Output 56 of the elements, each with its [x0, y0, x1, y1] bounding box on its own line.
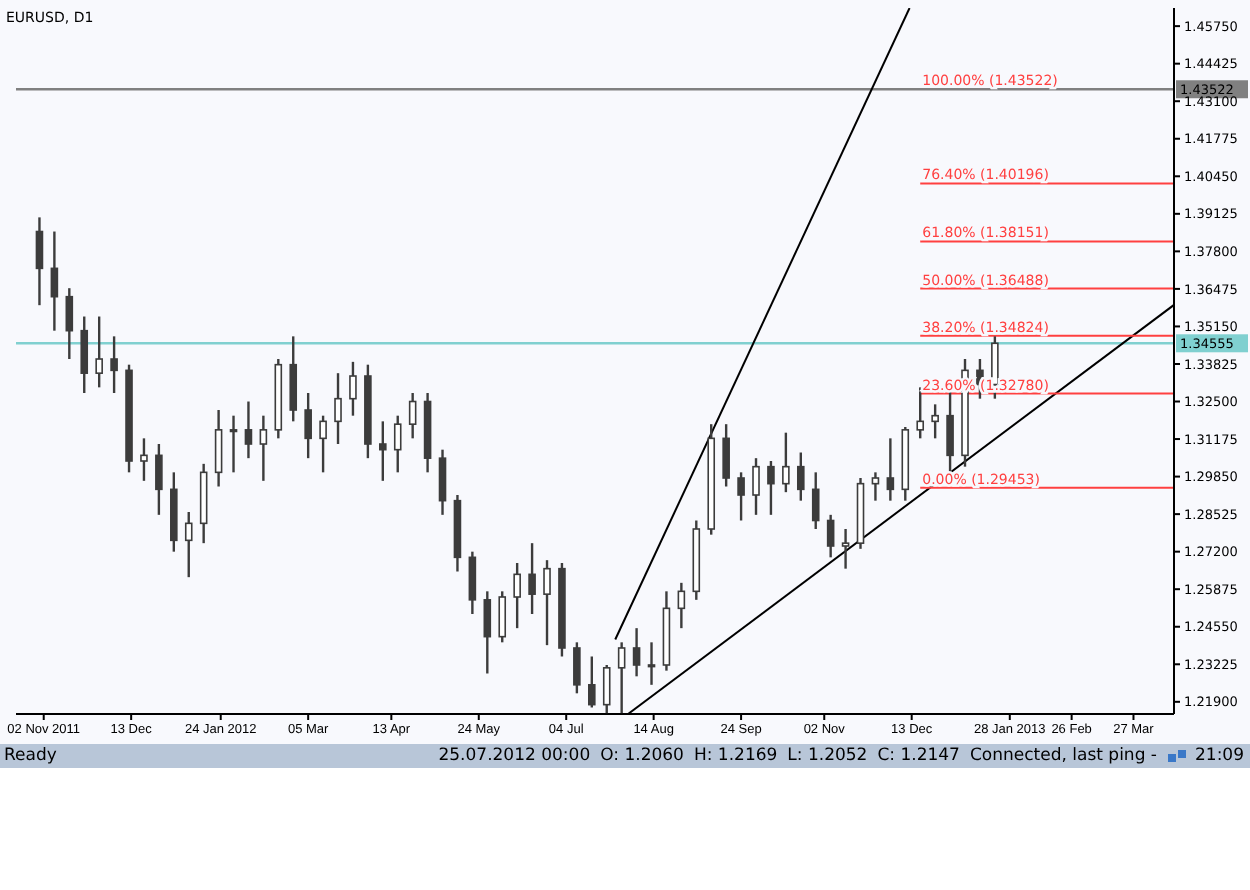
candlestick — [468, 550, 477, 616]
candlestick — [140, 437, 148, 483]
text: L: 1.2052 — [787, 746, 868, 766]
candlestick — [184, 510, 193, 579]
candlestick — [319, 414, 327, 474]
candlestick — [80, 315, 89, 395]
candlestick — [349, 360, 357, 417]
candlestick — [408, 391, 417, 440]
candlestick — [304, 391, 312, 460]
candlestick — [289, 335, 298, 423]
candlestick — [617, 641, 626, 714]
candlestick — [528, 541, 536, 616]
candlestick — [602, 663, 611, 714]
candlestick — [632, 626, 641, 678]
candlestick — [483, 590, 492, 675]
candlestick — [826, 513, 835, 559]
text: Ready — [2, 746, 57, 766]
candlestick — [155, 442, 163, 517]
candlestick — [393, 414, 402, 474]
text: H: 1.2169 — [693, 746, 778, 766]
candlestick — [737, 471, 745, 522]
candlestick — [647, 641, 656, 687]
candlestick — [244, 400, 253, 460]
candlestick — [334, 371, 342, 446]
candlestick — [931, 403, 939, 440]
candlestick — [722, 422, 730, 488]
text: 25.07.2012 00:00 — [438, 746, 591, 766]
candlestick — [110, 335, 118, 395]
candlestick — [95, 315, 103, 389]
candlestick — [259, 414, 268, 483]
candlestick — [752, 456, 760, 517]
candlestick — [35, 216, 44, 307]
candlestick — [811, 471, 820, 531]
candlestick — [871, 471, 880, 502]
candlestick — [797, 451, 805, 502]
candlestick — [841, 527, 850, 570]
candlestick — [438, 448, 447, 517]
text: C: 1.2147 — [877, 746, 960, 766]
candlestick — [886, 437, 895, 502]
candlestick — [379, 420, 387, 483]
candlestick — [498, 590, 507, 644]
candlestick — [543, 558, 551, 647]
candlestick — [513, 561, 521, 630]
candlestick — [573, 641, 581, 695]
text: O: 1.2060 — [600, 746, 684, 766]
candlestick — [50, 230, 59, 332]
candlestick — [588, 655, 596, 709]
candlestick — [214, 408, 223, 488]
candlestick — [677, 581, 686, 630]
text: Connected, last ping - — [969, 746, 1157, 766]
candlestick — [229, 414, 238, 474]
text: 21:09 — [1195, 746, 1246, 766]
candlestick — [767, 459, 775, 517]
candlestick — [916, 386, 925, 440]
candlestick — [782, 431, 790, 494]
candlestick — [65, 286, 74, 361]
